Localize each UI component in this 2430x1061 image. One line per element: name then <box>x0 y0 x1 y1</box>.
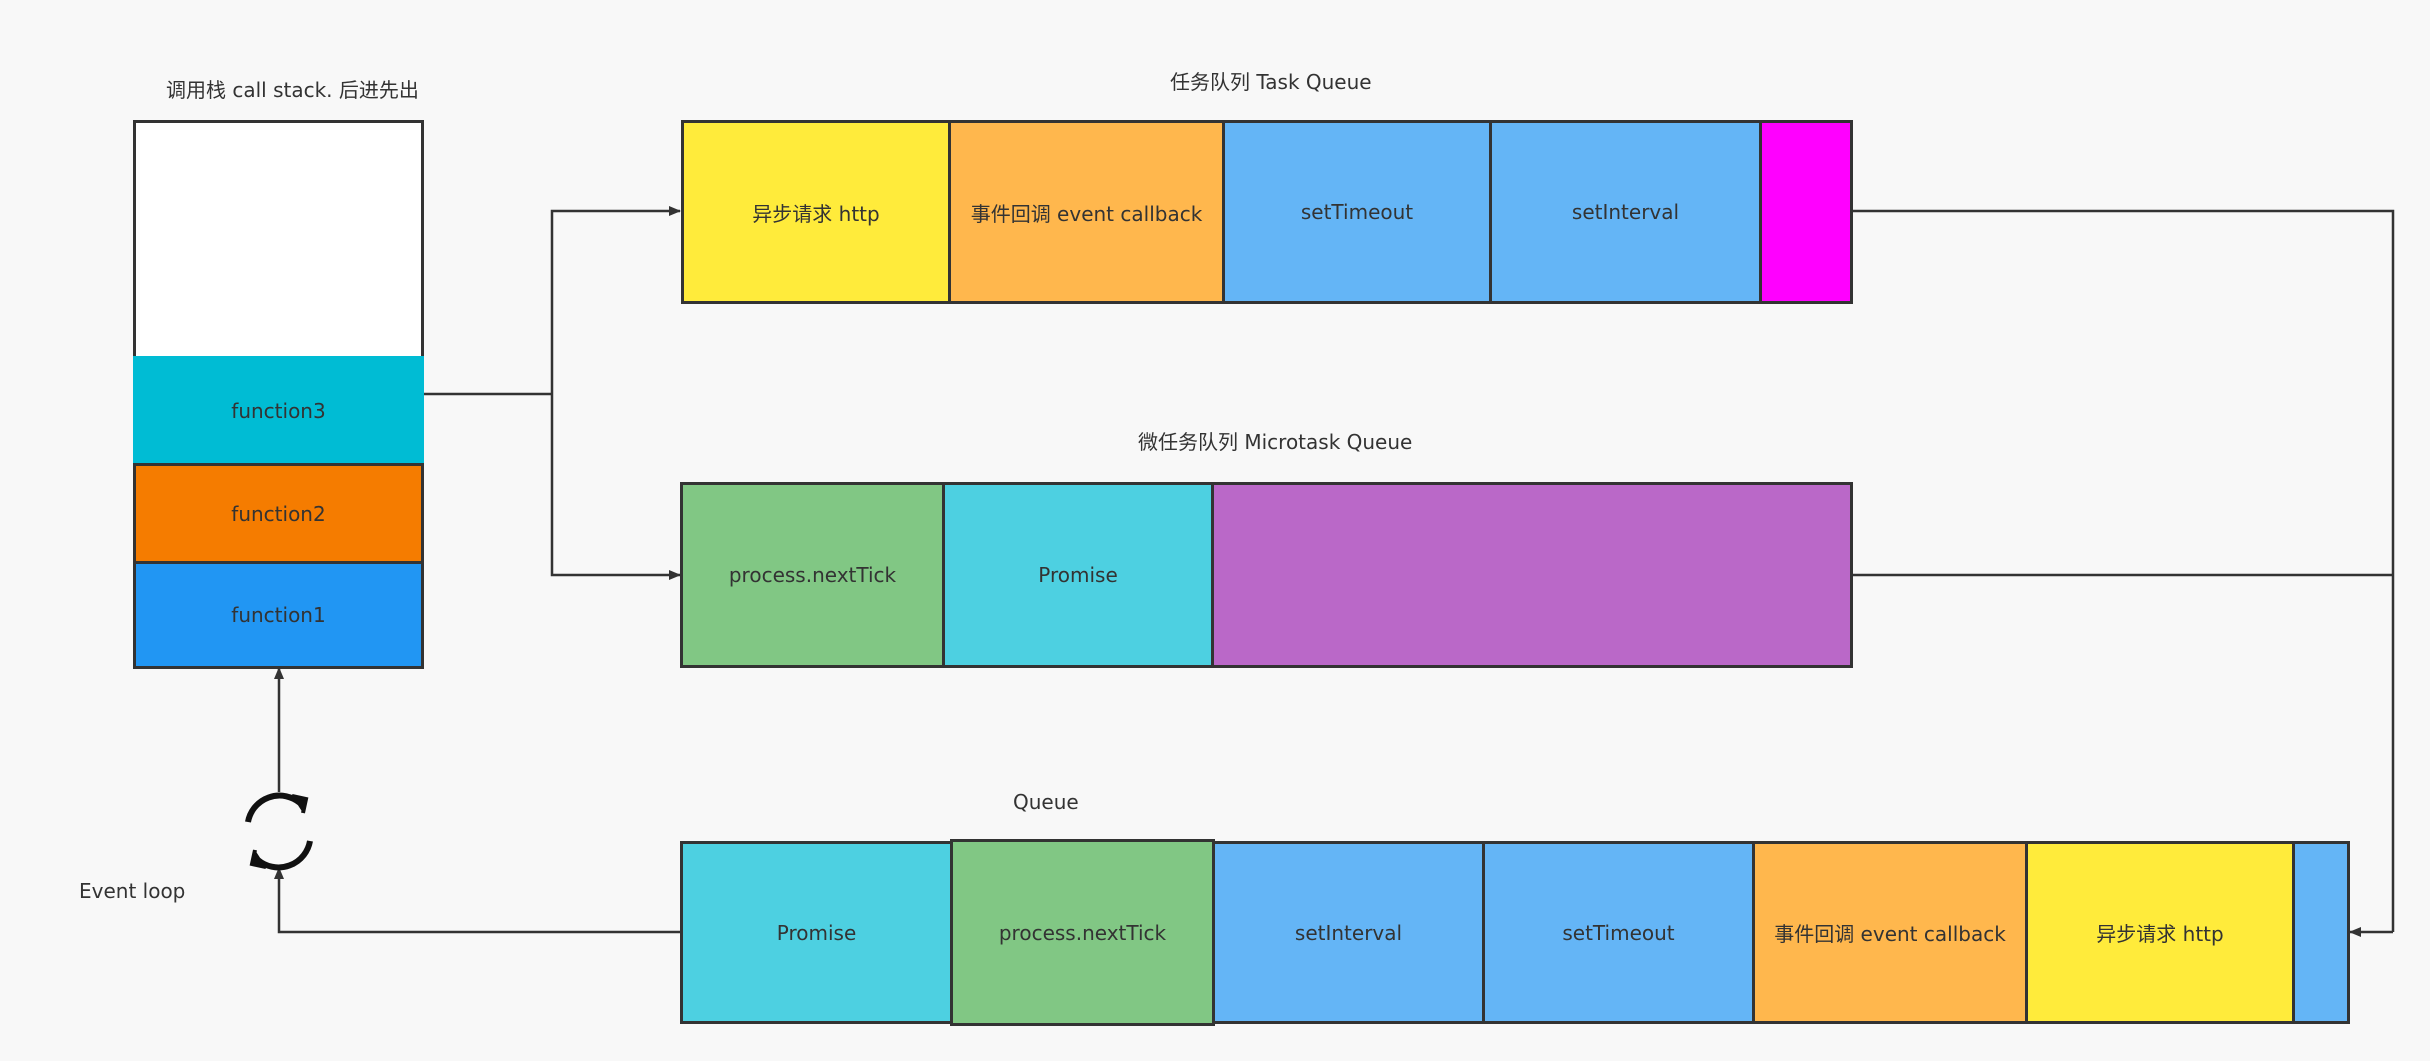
task-queue-item: setTimeout <box>1222 120 1492 304</box>
call-stack-title: 调用栈 call stack. 后进先出 <box>166 78 419 102</box>
task-queue-to-right-line <box>1852 209 2395 932</box>
task-queue-empty-slot <box>1759 120 1853 304</box>
queue-item: 事件回调 event callback <box>1752 841 2028 1024</box>
microtask-queue-title: 微任务队列 Microtask Queue <box>1138 430 1413 454</box>
queue-item-label: 异步请求 http <box>2096 922 2224 946</box>
stack-frame-label: function3 <box>231 399 326 423</box>
queue-title: Queue <box>1013 790 1079 814</box>
stack-frame-function2: function2 <box>133 463 424 564</box>
queue-item: 异步请求 http <box>2025 841 2295 1024</box>
task-queue-item: setInterval <box>1489 120 1762 304</box>
stack-frame-function1: function1 <box>133 561 424 669</box>
stack-frame-label: function2 <box>231 501 326 526</box>
arrow-to-microtask-queue <box>550 394 681 580</box>
microtask-queue-item-label: process.nextTick <box>728 563 897 587</box>
task-queue-item-label: setInterval <box>1571 200 1680 224</box>
queue-item-label: setTimeout <box>1562 920 1675 945</box>
queue-item-label: setInterval <box>1294 920 1403 945</box>
microtask-queue-empty-slot <box>1211 482 1853 668</box>
queue-item: setTimeout <box>1482 841 1755 1024</box>
queue-empty-slot <box>2292 841 2350 1024</box>
task-queue-item-label: 异步请求 http <box>752 201 880 226</box>
queue-item-label: Promise <box>776 920 857 945</box>
task-queue-item: 异步请求 http <box>681 120 951 304</box>
event-loop-cycle-icon <box>245 792 313 871</box>
task-queue-item-label: 事件回调 event callback <box>970 201 1203 226</box>
microtask-queue-item: process.nextTick <box>680 482 945 668</box>
queue-item: Promise <box>680 841 953 1024</box>
microtask-queue-item-label: Promise <box>1038 563 1118 587</box>
task-queue-title: 任务队列 Task Queue <box>1170 70 1372 94</box>
arrow-to-task-queue <box>550 206 681 394</box>
stack-frame-function3: function3 <box>133 356 424 466</box>
queue-to-event-loop-line <box>274 867 680 934</box>
queue-item-label: 事件回调 event callback <box>1774 922 2006 946</box>
queue-item: setInterval <box>1212 841 1485 1024</box>
queue-item-label: process.nextTick <box>998 920 1167 945</box>
event-loop-label: Event loop <box>79 879 186 903</box>
task-queue-item: 事件回调 event callback <box>948 120 1225 304</box>
microtask-queue-item: Promise <box>942 482 1214 668</box>
task-queue-item-label: setTimeout <box>1300 200 1414 224</box>
queue-item: process.nextTick <box>950 839 1215 1026</box>
stack-frame-label: function1 <box>231 603 326 627</box>
